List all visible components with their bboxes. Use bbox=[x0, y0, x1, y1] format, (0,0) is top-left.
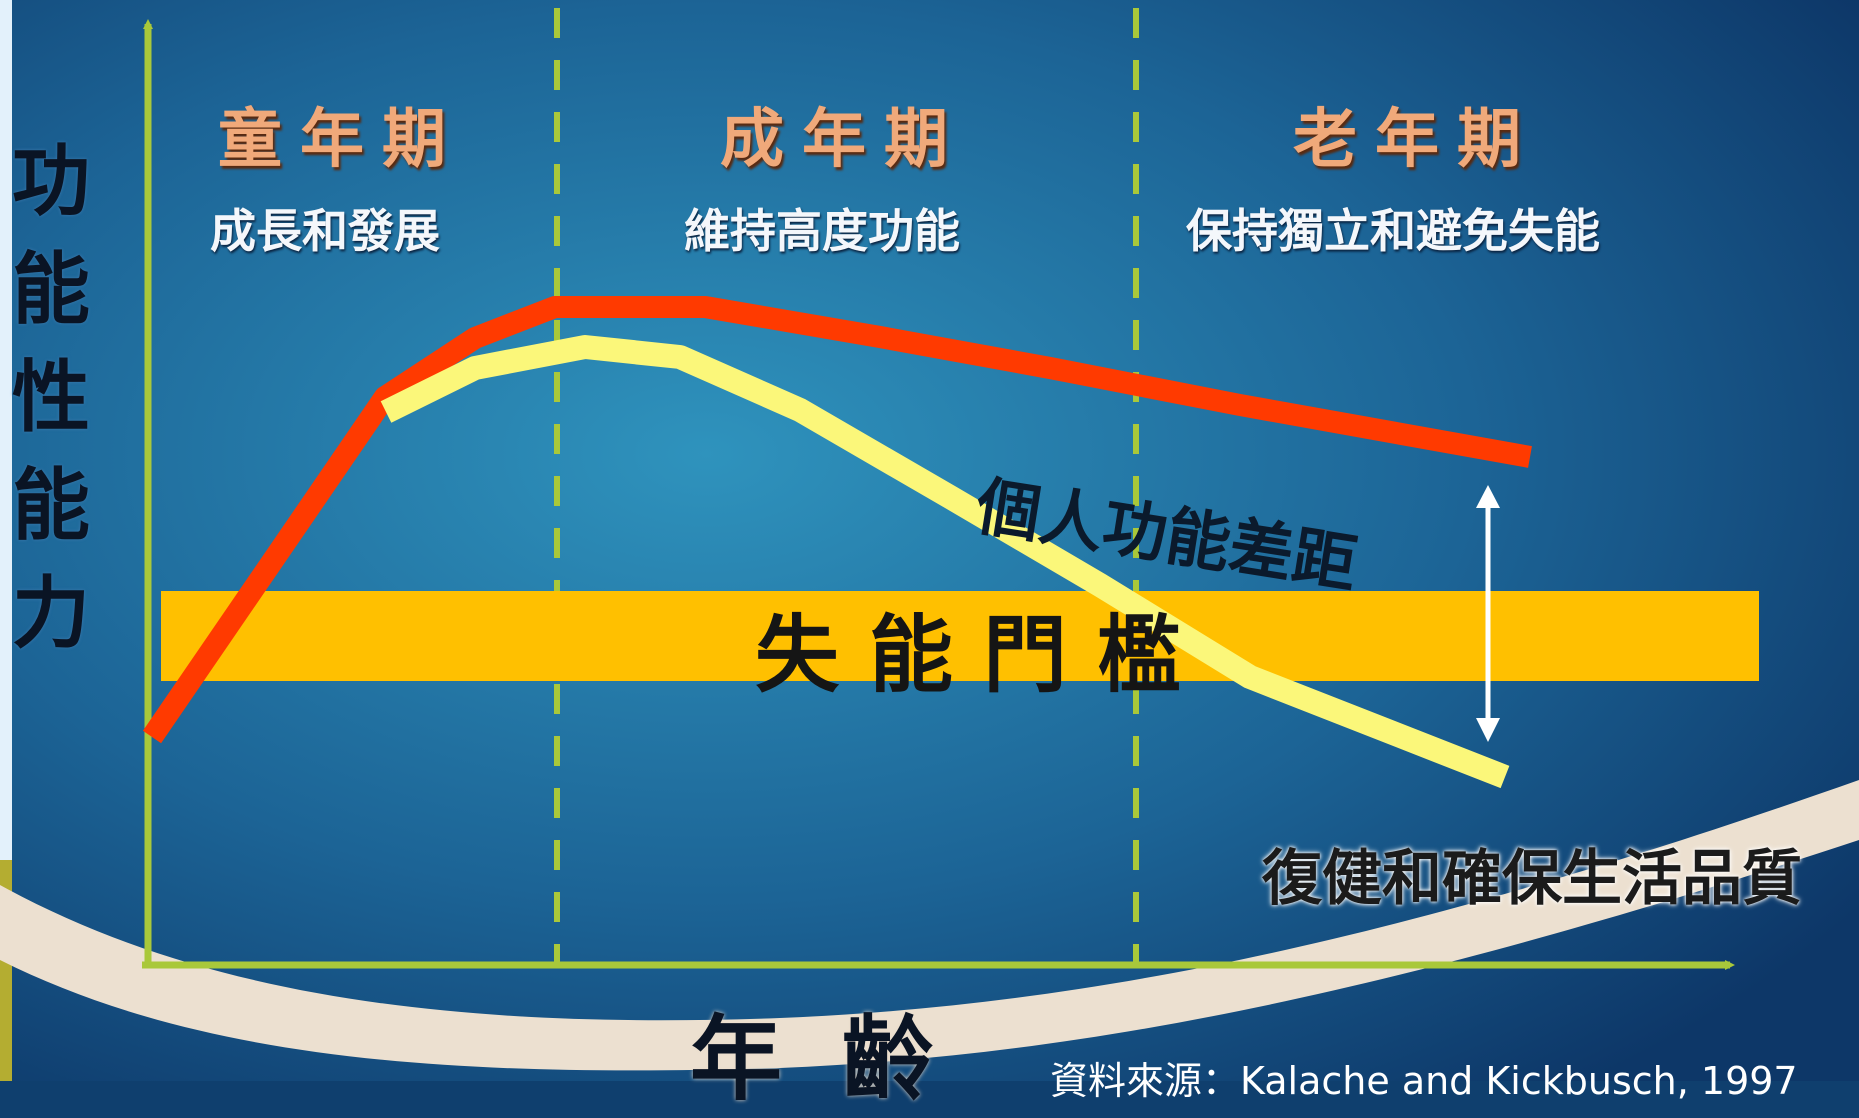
life-course-diagram bbox=[0, 0, 1859, 1081]
red-curve bbox=[142, 296, 1532, 744]
threshold-band bbox=[161, 591, 1759, 681]
x-axis-label: 年齡 bbox=[690, 1006, 995, 1113]
yellow-curve bbox=[380, 335, 1510, 789]
phase-title-childhood: 童年期 bbox=[218, 103, 464, 177]
rehab-label: 復健和確保生活品質 bbox=[1262, 844, 1802, 914]
phase-title-old-age: 老年期 bbox=[1293, 103, 1539, 177]
up-down-arrow-icon bbox=[1476, 485, 1500, 742]
phase-desc-old-age: 保持獨立和避免失能 bbox=[1186, 204, 1600, 258]
phase-desc-childhood: 成長和發展 bbox=[210, 204, 440, 258]
phase-desc-adulthood: 維持高度功能 bbox=[684, 204, 960, 258]
source-label: 資料來源：Kalache and Kickbusch, 1997 bbox=[1050, 1059, 1798, 1103]
y-axis-label: 功能性能力 bbox=[12, 137, 91, 659]
threshold-label: 失能門檻 bbox=[755, 606, 1212, 704]
left-stripe bbox=[0, 0, 12, 1081]
rehab-band bbox=[0, 780, 1859, 1071]
phase-title-adulthood: 成年期 bbox=[720, 103, 966, 177]
